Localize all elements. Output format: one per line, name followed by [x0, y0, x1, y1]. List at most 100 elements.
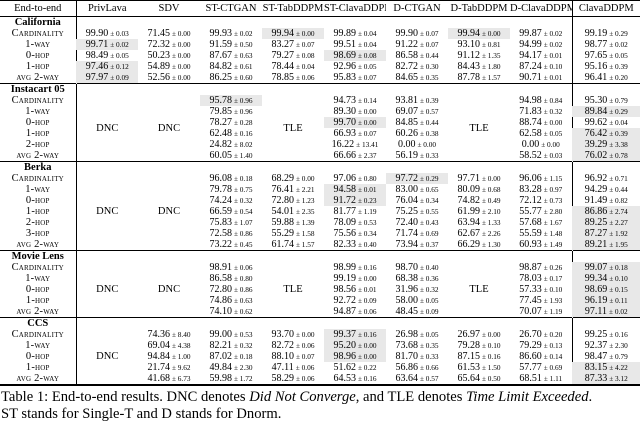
row-label: Cardinality	[0, 95, 76, 106]
caption-text: .	[589, 389, 593, 405]
dnc-cell: DNC	[76, 95, 138, 162]
metric-stddev: ± 1.48	[544, 229, 563, 238]
group-label: Instacart 05	[0, 84, 76, 96]
row-label: 1-way	[0, 39, 76, 50]
metric-stddev: ± 0.78	[609, 151, 628, 160]
value-cell: 97.06± 0.80	[324, 173, 386, 184]
metric-value: 98.77	[585, 39, 608, 50]
value-cell: 41.68± 6.73	[138, 373, 200, 385]
metric-stddev: ± 0.82	[609, 196, 628, 205]
tle-cell: TLE	[262, 95, 324, 162]
metric-value: 81.77	[333, 206, 356, 217]
dnc-cell: DNC	[138, 173, 200, 251]
value-cell: 99.71± 0.02	[76, 39, 138, 50]
metric-value: 82.72	[271, 340, 294, 351]
value-cell: 98.99± 0.16	[324, 262, 386, 273]
metric-stddev: ± 0.16	[358, 330, 377, 339]
metric-value: 94.17	[519, 50, 542, 61]
value-cell: 66.29± 1.30	[448, 239, 510, 251]
row-label: 1-way	[0, 106, 76, 117]
metric-value: 72.12	[519, 195, 542, 206]
metric-stddev: ± 1.95	[609, 240, 628, 249]
metric-value: 97.65	[585, 50, 608, 61]
value-cell: 97.11± 0.02	[572, 306, 640, 318]
metric-stddev: ± 0.07	[420, 29, 439, 38]
metric-stddev: ± 0.34	[358, 229, 377, 238]
metric-stddev: ± 4.38	[172, 341, 191, 350]
metric-value: 54.89	[147, 61, 170, 72]
caption-italic-dnc: Did Not Converge	[249, 389, 355, 405]
metric-value: 51.62	[333, 362, 356, 373]
metric-value: 91.59	[209, 39, 232, 50]
value-cell: 76.02± 0.78	[572, 150, 640, 162]
value-cell: 76.04± 0.34	[386, 195, 448, 206]
caption-italic-tle: Time Limit Exceeded	[466, 389, 588, 405]
metric-stddev: ± 2.30	[609, 341, 628, 350]
metric-stddev: ± 0.33	[420, 151, 439, 160]
metric-stddev: ± 0.23	[358, 196, 377, 205]
value-cell: 83.27± 0.07	[262, 39, 324, 50]
metric-value: 61.53	[457, 362, 480, 373]
metric-stddev: ± 2.35	[296, 207, 315, 216]
value-cell: 91.22± 0.07	[386, 39, 448, 50]
metric-value: 88.10	[271, 351, 294, 362]
metric-value: 87.27	[585, 228, 608, 239]
metric-value: 97.11	[585, 306, 607, 317]
row-label: 3-hop	[0, 228, 76, 239]
metric-value: 82.33	[333, 239, 356, 250]
metric-stddev: ± 0.05	[420, 330, 439, 339]
value-cell: 93.81± 0.39	[386, 95, 448, 106]
value-cell: 84.43± 1.80	[448, 61, 510, 72]
metric-value: 79.28	[457, 340, 480, 351]
row-label: Cardinality	[0, 262, 76, 273]
metric-stddev: ± 0.08	[358, 51, 377, 60]
metric-stddev: ± 0.09	[110, 73, 129, 82]
value-cell: 51.62± 0.22	[324, 362, 386, 373]
metric-stddev: ± 0.00	[172, 51, 191, 60]
caption-line-1: Table 1: End-to-end results. DNC denotes…	[1, 389, 640, 406]
group-row: California	[0, 17, 640, 29]
metric-value: 71.74	[395, 228, 418, 239]
value-cell: 61.53± 1.50	[448, 362, 510, 373]
metric-stddev: ± 0.20	[544, 330, 563, 339]
value-cell: 94.98± 0.84	[510, 95, 572, 106]
metric-value: 73.68	[395, 340, 418, 351]
metric-value: 63.94	[457, 217, 480, 228]
metric-value: 68.38	[395, 273, 418, 284]
metric-stddev: ± 0.07	[420, 40, 439, 49]
value-cell: 99.87± 0.02	[510, 28, 572, 39]
empty-cell	[200, 318, 262, 330]
metric-value: 75.56	[333, 228, 356, 239]
metric-value: 60.26	[395, 128, 418, 139]
metric-value: 87.33	[585, 373, 608, 384]
value-cell: 58.29± 0.06	[262, 373, 324, 385]
metric-stddev: ± 0.75	[234, 185, 253, 194]
value-cell: 98.96± 0.00	[324, 351, 386, 362]
metric-stddev: ± 0.53	[234, 330, 253, 339]
value-cell: 64.53± 0.16	[324, 373, 386, 385]
metric-stddev: ± 0.40	[420, 263, 439, 272]
value-cell: 78.27± 0.28	[200, 117, 262, 128]
value-cell: 60.05± 1.40	[200, 150, 262, 162]
metric-value: 88.74	[519, 117, 542, 128]
metric-stddev: ± 0.07	[296, 40, 315, 49]
metric-value: 62.67	[457, 228, 480, 239]
metric-value: 99.19	[333, 273, 356, 284]
metric-stddev: ± 0.49	[482, 196, 501, 205]
column-header-d-ctgan: D-CTGAN	[386, 1, 448, 17]
column-header-d-clavaddpm: D-ClavaDDPM	[510, 1, 572, 17]
metric-stddev: ± 3.12	[609, 374, 628, 383]
value-cell: 57.68± 1.67	[510, 217, 572, 228]
value-cell: 99.34± 0.10	[572, 273, 640, 284]
value-cell: 69.07± 0.57	[386, 106, 448, 117]
metric-stddev: ± 0.00	[358, 341, 377, 350]
value-cell: 74.10± 0.62	[200, 306, 262, 318]
empty-cell	[262, 84, 324, 96]
value-cell: 97.71± 0.00	[448, 173, 510, 184]
group-row: Instacart 05	[0, 84, 640, 96]
metric-stddev: ± 0.05	[609, 51, 628, 60]
value-cell: 26.70± 0.20	[510, 329, 572, 340]
metric-stddev: ± 0.32	[234, 196, 253, 205]
